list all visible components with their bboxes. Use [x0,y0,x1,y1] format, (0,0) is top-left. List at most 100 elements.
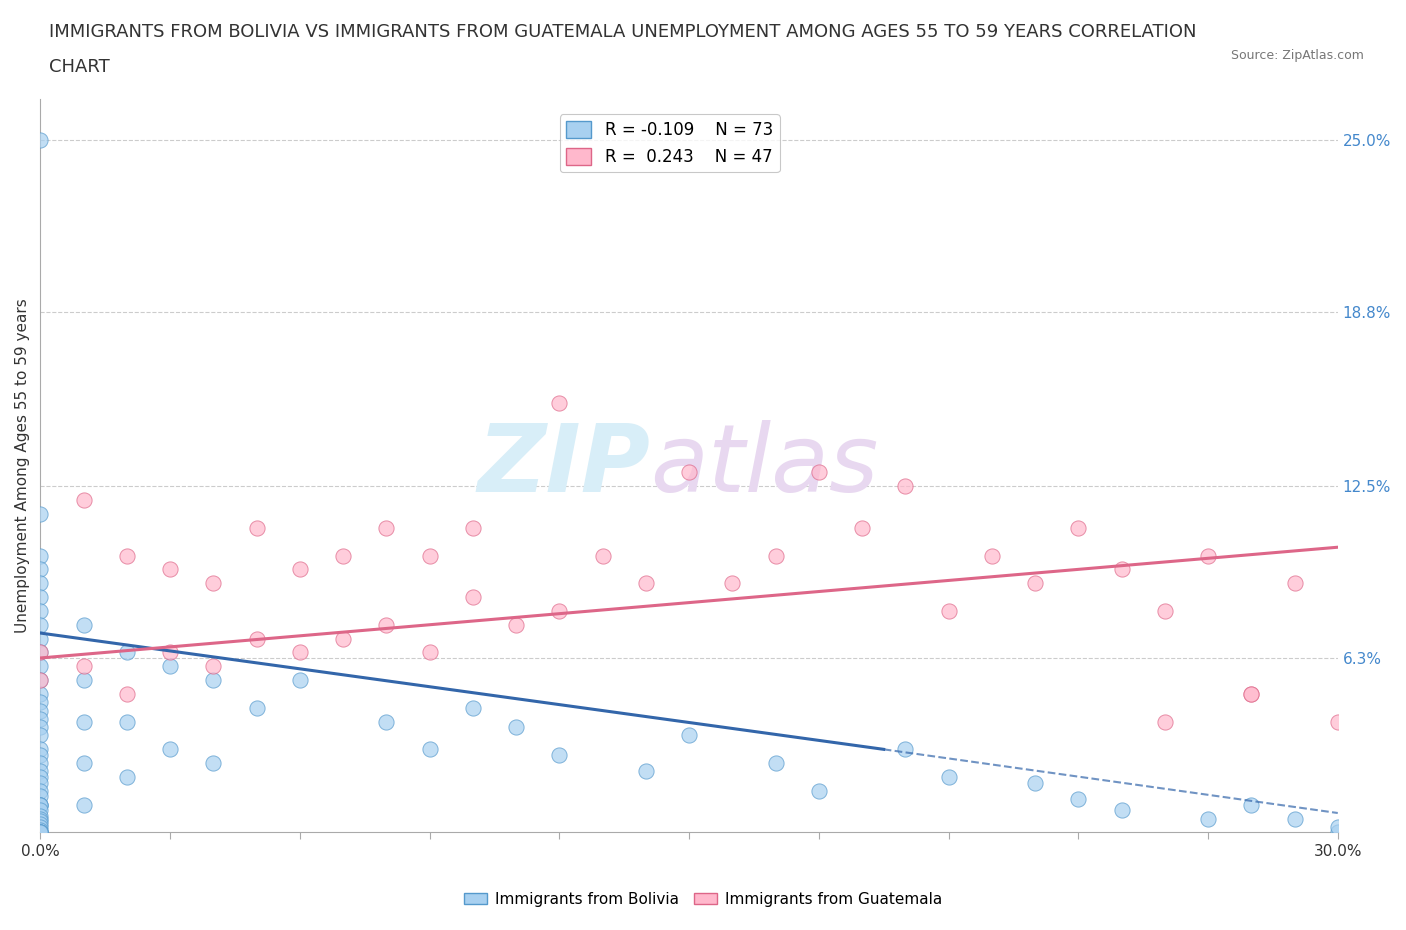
Point [159,742,181,757]
Point [1240,686,1263,701]
Point [1024,576,1046,591]
Point [678,465,700,480]
Point [1284,576,1306,591]
Point [548,604,571,618]
Point [1067,791,1090,806]
Point [1067,521,1090,536]
Point [894,479,917,494]
Point [721,576,744,591]
Point [288,562,311,577]
Point [202,576,225,591]
Point [73,658,96,673]
Point [30,686,52,701]
Point [30,618,52,632]
Point [246,700,269,715]
Point [548,748,571,763]
Point [246,631,269,646]
Point [375,618,398,632]
Text: atlas: atlas [650,420,879,512]
Point [894,742,917,757]
Point [30,783,52,798]
Point [938,604,960,618]
Point [807,465,830,480]
Point [375,521,398,536]
Point [30,797,52,812]
Point [851,521,873,536]
Point [159,645,181,660]
Point [807,783,830,798]
Point [30,576,52,591]
Point [30,748,52,763]
Point [30,645,52,660]
Point [1326,825,1348,840]
Point [30,789,52,804]
Point [1111,562,1133,577]
Point [30,825,52,840]
Point [765,756,787,771]
Point [505,618,527,632]
Point [30,658,52,673]
Legend: Immigrants from Bolivia, Immigrants from Guatemala: Immigrants from Bolivia, Immigrants from… [458,886,948,913]
Point [592,548,614,563]
Point [30,590,52,604]
Point [30,819,52,834]
Point [332,548,354,563]
Point [1240,686,1263,701]
Point [30,764,52,779]
Point [1369,479,1392,494]
Point [30,703,52,718]
Legend: R = -0.109    N = 73, R =  0.243    N = 47: R = -0.109 N = 73, R = 0.243 N = 47 [560,114,779,172]
Point [548,396,571,411]
Point [461,700,484,715]
Point [1197,811,1219,826]
Point [634,576,657,591]
Text: IMMIGRANTS FROM BOLIVIA VS IMMIGRANTS FROM GUATEMALA UNEMPLOYMENT AMONG AGES 55 : IMMIGRANTS FROM BOLIVIA VS IMMIGRANTS FR… [49,23,1197,41]
Point [1326,819,1348,834]
Point [30,604,52,618]
Point [30,811,52,826]
Point [634,764,657,779]
Point [73,493,96,508]
Point [1153,714,1175,729]
Text: Source: ZipAtlas.com: Source: ZipAtlas.com [1230,49,1364,62]
Point [30,775,52,790]
Point [30,825,52,840]
Point [246,521,269,536]
Point [115,548,138,563]
Point [765,548,787,563]
Point [30,825,52,840]
Point [115,645,138,660]
Point [419,548,441,563]
Point [30,808,52,823]
Point [1284,811,1306,826]
Point [73,756,96,771]
Point [419,742,441,757]
Point [30,742,52,757]
Point [461,590,484,604]
Text: CHART: CHART [49,58,110,75]
Point [30,797,52,812]
Y-axis label: Unemployment Among Ages 55 to 59 years: Unemployment Among Ages 55 to 59 years [15,299,30,633]
Point [332,631,354,646]
Point [1024,775,1046,790]
Point [30,133,52,148]
Point [1197,548,1219,563]
Point [461,521,484,536]
Point [115,686,138,701]
Point [159,562,181,577]
Point [30,720,52,735]
Point [73,714,96,729]
Point [980,548,1002,563]
Point [30,672,52,687]
Point [678,728,700,743]
Point [505,720,527,735]
Text: ZIP: ZIP [477,419,650,512]
Point [30,825,52,840]
Point [30,711,52,726]
Point [202,672,225,687]
Point [1240,797,1263,812]
Point [73,797,96,812]
Point [202,756,225,771]
Point [115,770,138,785]
Point [30,817,52,831]
